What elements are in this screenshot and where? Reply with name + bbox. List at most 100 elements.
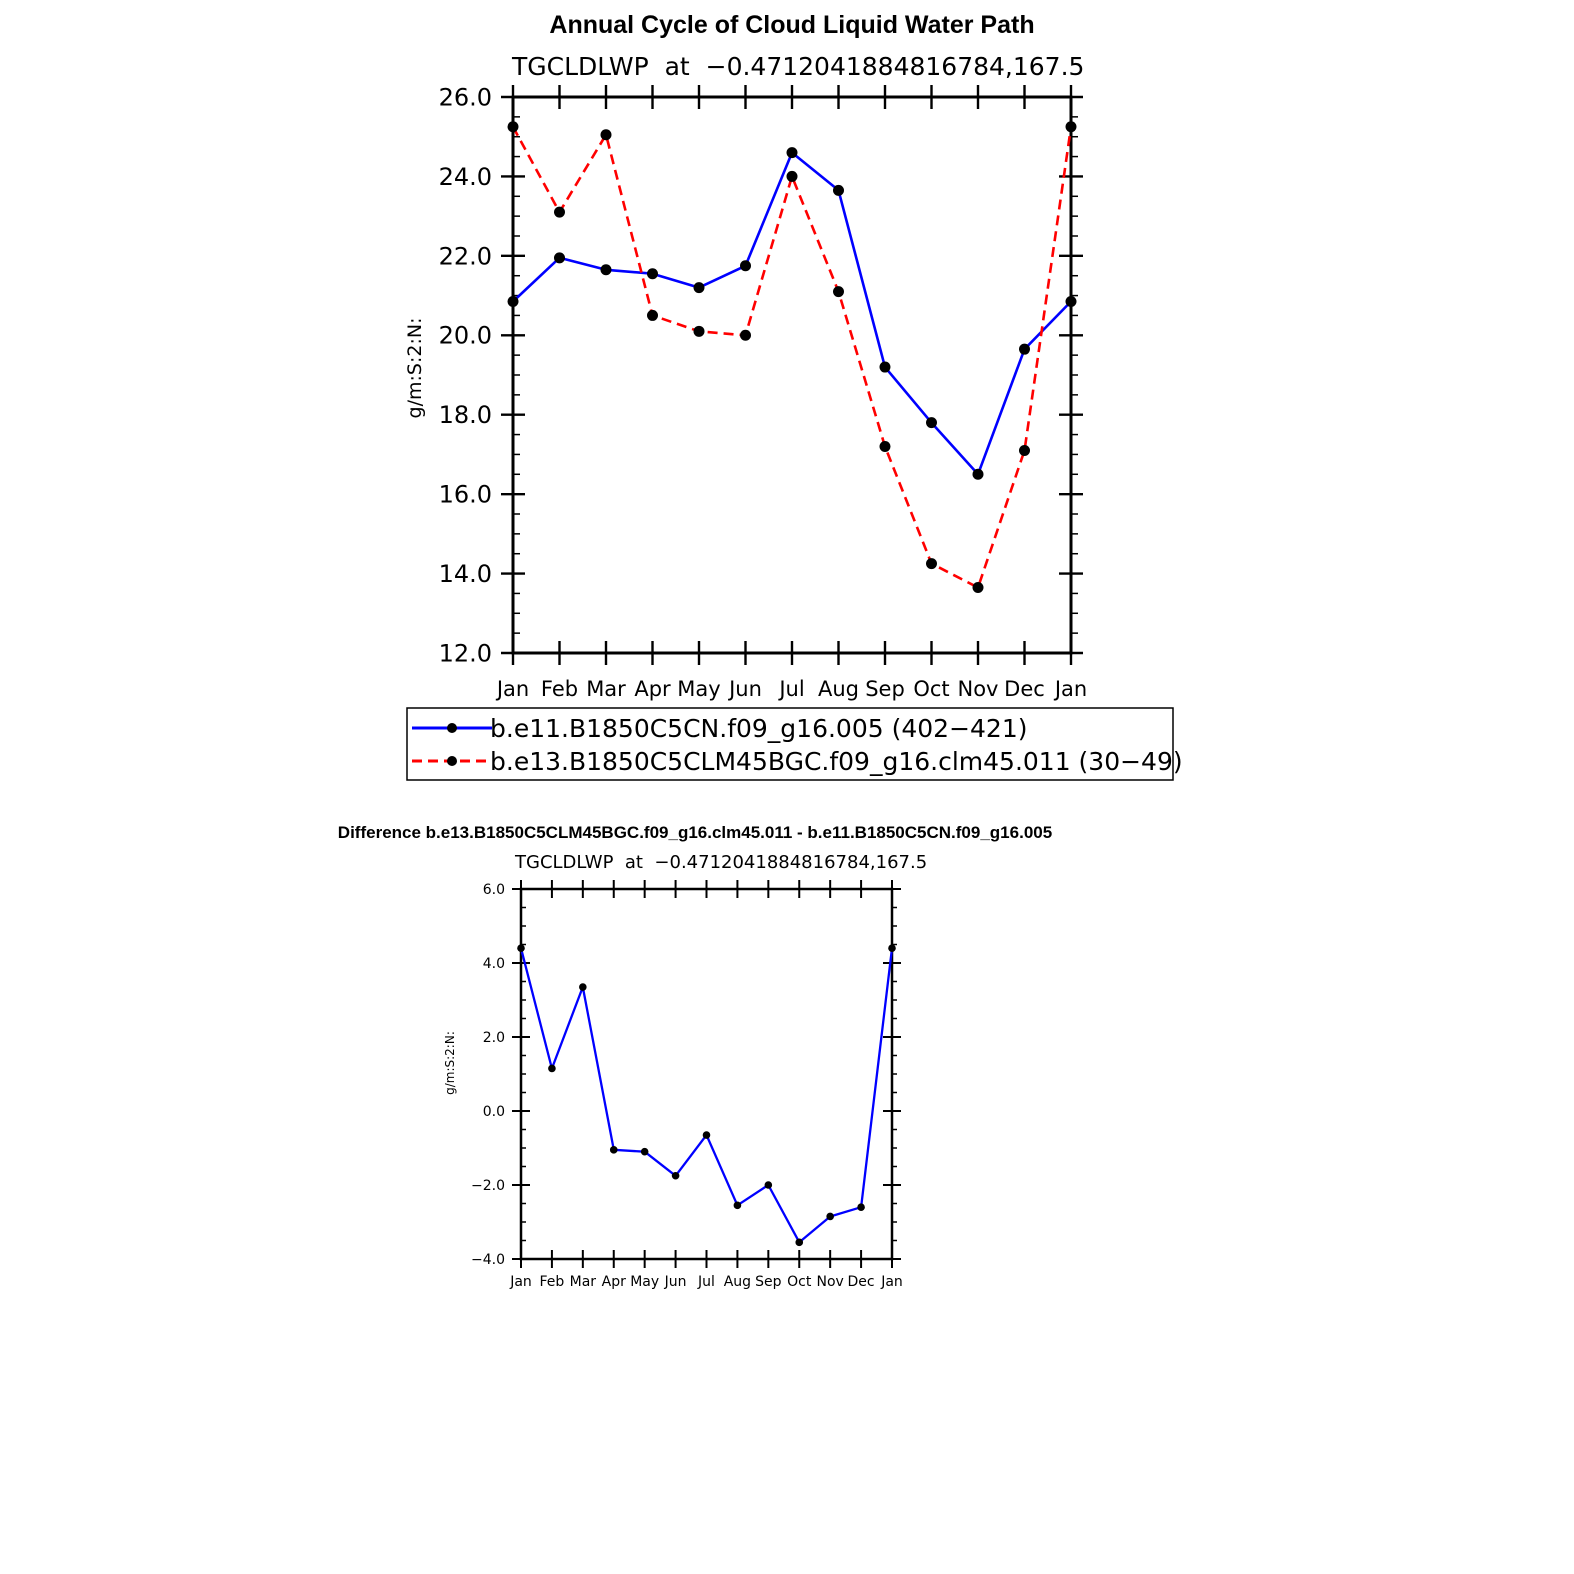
chart2-ylabel: g/m:S:2:N:: [443, 1031, 457, 1095]
data-point-series-1: [926, 417, 937, 429]
x-tick-label: Sep: [865, 677, 905, 701]
legend-marker-series-2: [447, 756, 457, 766]
data-point-series-2: [786, 170, 798, 182]
data-point-series-2: [833, 286, 844, 298]
data-point-series-2: [1065, 121, 1077, 133]
series-line-1: [512, 151, 1072, 476]
data-point-series-2: [554, 206, 565, 218]
x-tick-label: Jun: [727, 677, 762, 701]
data-point-series-2: [1019, 444, 1030, 456]
x-tick-label: Oct: [787, 1274, 812, 1290]
data-point-series-1: [826, 1212, 834, 1221]
data-point-series-1: [600, 264, 612, 276]
chart2-title: Difference b.e13.B1850C5CLM45BGC.f09_g16…: [338, 823, 1052, 842]
data-point-series-1: [517, 944, 525, 952]
chart2-frame: [519, 887, 894, 1261]
chart2-ticks: [512, 880, 901, 1268]
y-tick-label: 14.0: [439, 560, 492, 588]
annual-cycle-chart: Annual Cycle of Cloud Liquid Water Path …: [404, 11, 1183, 781]
y-tick-label: 20.0: [439, 322, 492, 350]
data-point-series-2: [507, 121, 519, 133]
y-tick-label: 2.0: [483, 1030, 505, 1046]
data-point-series-1: [579, 983, 587, 991]
x-tick-label: Feb: [540, 1274, 565, 1290]
y-tick-label: −2.0: [471, 1178, 505, 1194]
y-tick-label: 24.0: [439, 163, 492, 191]
data-point-series-1: [833, 184, 844, 196]
x-tick-label: Jan: [495, 677, 529, 701]
chart2-y-tick-labels: −4.0 −2.0 0.0 2.0 4.0 6.0: [471, 882, 505, 1268]
y-tick-label: 16.0: [439, 481, 492, 509]
data-point-series-1: [786, 147, 798, 159]
data-point-series-1: [795, 1238, 804, 1247]
data-point-series-1: [972, 468, 984, 480]
chart2-series: [517, 944, 896, 1247]
data-point-series-2: [972, 581, 984, 593]
chart1-subtitle: TGCLDLWP at −0.4712041884816784,167.5: [511, 52, 1084, 81]
data-point-series-1: [733, 1201, 742, 1210]
x-tick-label: Jan: [1053, 677, 1087, 701]
data-point-series-1: [879, 361, 891, 373]
x-tick-label: Apr: [602, 1274, 626, 1290]
x-tick-label: Nov: [958, 677, 999, 701]
x-tick-label: Dec: [848, 1274, 875, 1290]
data-point-series-1: [640, 1147, 649, 1156]
data-point-series-1: [1065, 296, 1077, 308]
x-tick-label: Jan: [880, 1274, 903, 1290]
x-tick-label: Oct: [913, 677, 949, 701]
data-point-series-1: [857, 1203, 865, 1211]
x-tick-label: Dec: [1004, 677, 1045, 701]
data-point-series-1: [647, 268, 658, 280]
data-point-series-1: [740, 260, 751, 272]
series-line-1: [519, 947, 894, 1244]
chart1-y-tick-labels: 12.0 14.0 16.0 18.0 20.0 22.0 24.0 26.0: [439, 83, 492, 667]
x-tick-label: Mar: [586, 677, 626, 701]
data-point-series-1: [888, 944, 896, 952]
x-tick-label: Aug: [724, 1274, 751, 1290]
y-tick-label: 6.0: [483, 882, 505, 898]
data-point-series-1: [548, 1064, 556, 1073]
data-point-series-1: [1019, 343, 1030, 355]
y-tick-label: 26.0: [439, 83, 492, 111]
data-point-series-2: [740, 329, 751, 341]
x-tick-label: Feb: [541, 677, 578, 701]
x-tick-label: Jan: [509, 1274, 532, 1290]
data-point-series-1: [671, 1171, 680, 1180]
chart1-x-tick-labels: Jan Feb Mar Apr May Jun Jul Aug Sep Oct Nov Dec Jan: [495, 677, 1087, 701]
data-point-series-1: [693, 282, 705, 294]
data-point-series-2: [600, 129, 612, 141]
chart1-series: [507, 121, 1077, 593]
x-tick-label: May: [630, 1274, 659, 1290]
y-tick-label: 4.0: [483, 956, 505, 972]
chart2-subtitle: TGCLDLWP at −0.4712041884816784,167.5: [514, 852, 927, 873]
chart1-ylabel: g/m:S:2:N:: [404, 318, 426, 419]
data-point-series-1: [554, 252, 565, 264]
legend-label-series-1: b.e11.B1850C5CN.f09_g16.005 (402−421): [490, 714, 1028, 743]
chart1-title: Annual Cycle of Cloud Liquid Water Path: [549, 11, 1034, 39]
chart2-x-tick-labels: Jan Feb Mar Apr May Jun Jul Aug Sep Oct Nov Dec Jan: [509, 1274, 903, 1290]
legend-marker-series-1: [447, 723, 457, 733]
data-point-series-2: [647, 309, 658, 321]
x-tick-label: Sep: [755, 1274, 782, 1290]
y-tick-label: 18.0: [439, 401, 492, 429]
x-tick-label: Apr: [634, 677, 671, 701]
data-point-series-1: [702, 1131, 711, 1139]
x-tick-label: Jul: [777, 677, 804, 701]
data-point-series-2: [693, 325, 705, 337]
data-point-series-1: [507, 296, 519, 308]
data-point-series-2: [926, 558, 937, 570]
y-tick-label: 0.0: [483, 1104, 505, 1120]
data-point-series-1: [764, 1181, 773, 1189]
data-point-series-2: [879, 440, 891, 452]
y-tick-label: −4.0: [471, 1252, 505, 1268]
x-tick-label: Jun: [664, 1274, 687, 1290]
legend-box: [406, 707, 1174, 781]
difference-chart: Difference b.e13.B1850C5CLM45BGC.f09_g16…: [338, 823, 1052, 1290]
x-tick-label: Aug: [818, 677, 859, 701]
series-line-2: [511, 126, 1073, 589]
x-tick-label: Mar: [570, 1274, 597, 1290]
y-tick-label: 12.0: [439, 639, 492, 667]
y-tick-label: 22.0: [439, 242, 492, 270]
legend-label-series-2: b.e13.B1850C5CLM45BGC.f09_g16.clm45.011 …: [490, 747, 1183, 776]
